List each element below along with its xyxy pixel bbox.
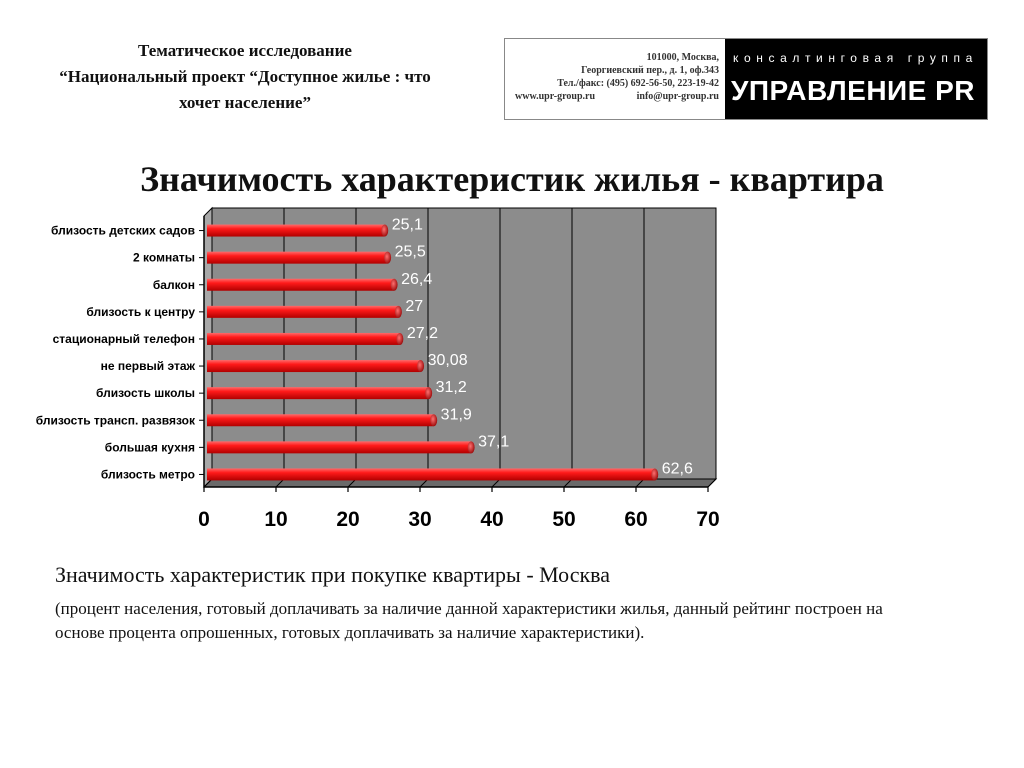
bar [207, 305, 399, 318]
category-label: близость трансп. развязок [36, 413, 196, 427]
company-address-street: Георгиевский пер., д. 1, оф.343 [581, 65, 719, 76]
category-label: близость к центру [86, 305, 195, 319]
bar [207, 414, 434, 427]
value-label: 62,6 [662, 460, 693, 477]
bar [207, 360, 421, 373]
brand-tagline: консалтинговая группа [733, 51, 978, 65]
x-tick-label: 10 [264, 508, 287, 531]
bar-end-cap [417, 360, 425, 373]
x-tick-label: 70 [696, 508, 719, 531]
value-label: 25,5 [395, 244, 426, 261]
company-logo: 101000, Москва, Георгиевский пер., д. 1,… [504, 38, 988, 120]
category-label: близость школы [96, 386, 195, 400]
value-label: 25,1 [392, 217, 423, 234]
category-label: стационарный телефон [53, 332, 195, 346]
bar [207, 387, 429, 400]
x-tick-label: 60 [624, 508, 647, 531]
bar-end-cap [467, 441, 475, 454]
bar [207, 468, 655, 481]
x-tick-label: 50 [552, 508, 575, 531]
bar-end-cap [381, 224, 389, 237]
brand-name: УПРАВЛЕНИЕ PR [731, 75, 976, 106]
category-label: большая кухня [105, 440, 195, 454]
bar [207, 441, 472, 454]
x-tick-label: 40 [480, 508, 503, 531]
bar [207, 332, 400, 345]
chart-note: (процент населения, готовый доплачивать … [55, 599, 883, 642]
value-label: 27,2 [407, 325, 438, 342]
value-label: 31,2 [436, 379, 467, 396]
bar-end-cap [430, 414, 438, 427]
value-label: 37,1 [478, 433, 509, 450]
project-name-line2: хочет население” [179, 93, 311, 112]
bar-end-cap [396, 332, 404, 345]
brand-block: консалтинговая группа УПРАВЛЕНИЕ PR [725, 39, 987, 119]
category-label: близость метро [101, 467, 195, 481]
category-label: близость детских садов [51, 224, 195, 238]
value-label: 26,4 [401, 271, 432, 288]
value-label: 31,9 [441, 406, 472, 423]
x-tick-label: 30 [408, 508, 431, 531]
bar-end-cap [384, 251, 392, 264]
value-label: 27 [405, 298, 423, 315]
value-label: 30,08 [428, 352, 468, 369]
project-name-line1: “Национальный проект “Доступное жилье : … [59, 67, 431, 86]
bar-end-cap [394, 305, 402, 318]
bar [207, 278, 395, 291]
company-website: www.upr-group.ru [515, 91, 596, 102]
bar-end-cap [425, 387, 433, 400]
chart-caption: Значимость характеристик при покупке ква… [55, 562, 611, 587]
bar-end-cap [390, 278, 398, 291]
floor-gridline [707, 478, 717, 488]
company-phone: Тел./факс: (495) 692-56-50, 223-19-42 [557, 78, 719, 89]
bar-end-cap [651, 468, 659, 481]
category-label: балкон [153, 278, 195, 292]
study-type: Тематическое исследование [138, 41, 352, 60]
company-address-city: 101000, Москва, [646, 52, 719, 63]
x-tick-label: 0 [198, 508, 210, 531]
x-tick-label: 20 [336, 508, 359, 531]
category-label: 2 комнаты [133, 251, 195, 265]
company-email: info@upr-group.ru [636, 91, 719, 102]
company-contacts: 101000, Москва, Георгиевский пер., д. 1,… [505, 39, 725, 119]
category-label: не первый этаж [101, 359, 196, 373]
bar [207, 251, 388, 264]
bar-chart: 0 10 20 30 40 50 60 70 близость детских садов 25,… [36, 206, 720, 531]
page-title: Значимость характеристик жилья - квартир… [140, 159, 884, 199]
study-header: Тематическое исследование “Национальный … [0, 38, 490, 116]
bar [207, 224, 385, 237]
